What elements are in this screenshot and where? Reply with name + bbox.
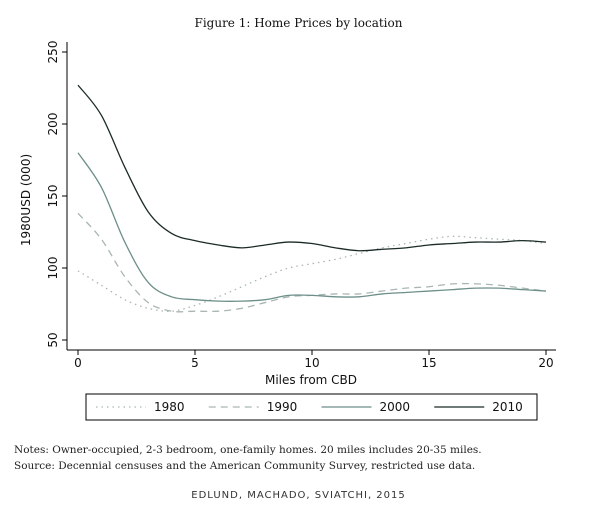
plot-background xyxy=(67,42,556,350)
series-line-2010 xyxy=(77,84,547,252)
source-line: Source: Decennial censuses and the Ameri… xyxy=(14,460,476,472)
x-tick-label: 10 xyxy=(304,356,319,370)
legend-label: 1980 xyxy=(154,400,185,414)
x-tick-label: 20 xyxy=(538,356,553,370)
x-tick-label: 0 xyxy=(74,356,82,370)
series-line-2000 xyxy=(77,152,547,302)
y-tick-label: 150 xyxy=(46,185,60,208)
figure-notes: Notes: Owner-occupied, 2-3 bedroom, one-… xyxy=(14,442,482,474)
x-tick-label: 15 xyxy=(421,356,436,370)
notes-line: Notes: Owner-occupied, 2-3 bedroom, one-… xyxy=(14,444,482,456)
y-axis-label: 1980USD (000) xyxy=(19,154,33,246)
plot-frame xyxy=(67,42,556,350)
y-tick-label: 200 xyxy=(46,113,60,136)
x-tick-label: 5 xyxy=(191,356,199,370)
y-tick-label: 100 xyxy=(46,257,60,280)
x-axis-label: Miles from CBD xyxy=(265,373,357,387)
axes: 50 100 150 200 250 0 5 10 15 20 xyxy=(46,41,556,370)
figure-title: Figure 1: Home Prices by location xyxy=(194,16,403,30)
y-tick-label: 250 xyxy=(46,41,60,64)
series-layer xyxy=(77,84,547,313)
legend-label: 2010 xyxy=(492,400,523,414)
legend-label: 1990 xyxy=(267,400,298,414)
y-tick-label: 50 xyxy=(46,332,60,347)
legend-label: 2000 xyxy=(380,400,411,414)
legend: 1980 1990 2000 2010 xyxy=(85,393,538,421)
author-credit: EDLUND, MACHADO, SVIATCHI, 2015 xyxy=(191,490,406,501)
